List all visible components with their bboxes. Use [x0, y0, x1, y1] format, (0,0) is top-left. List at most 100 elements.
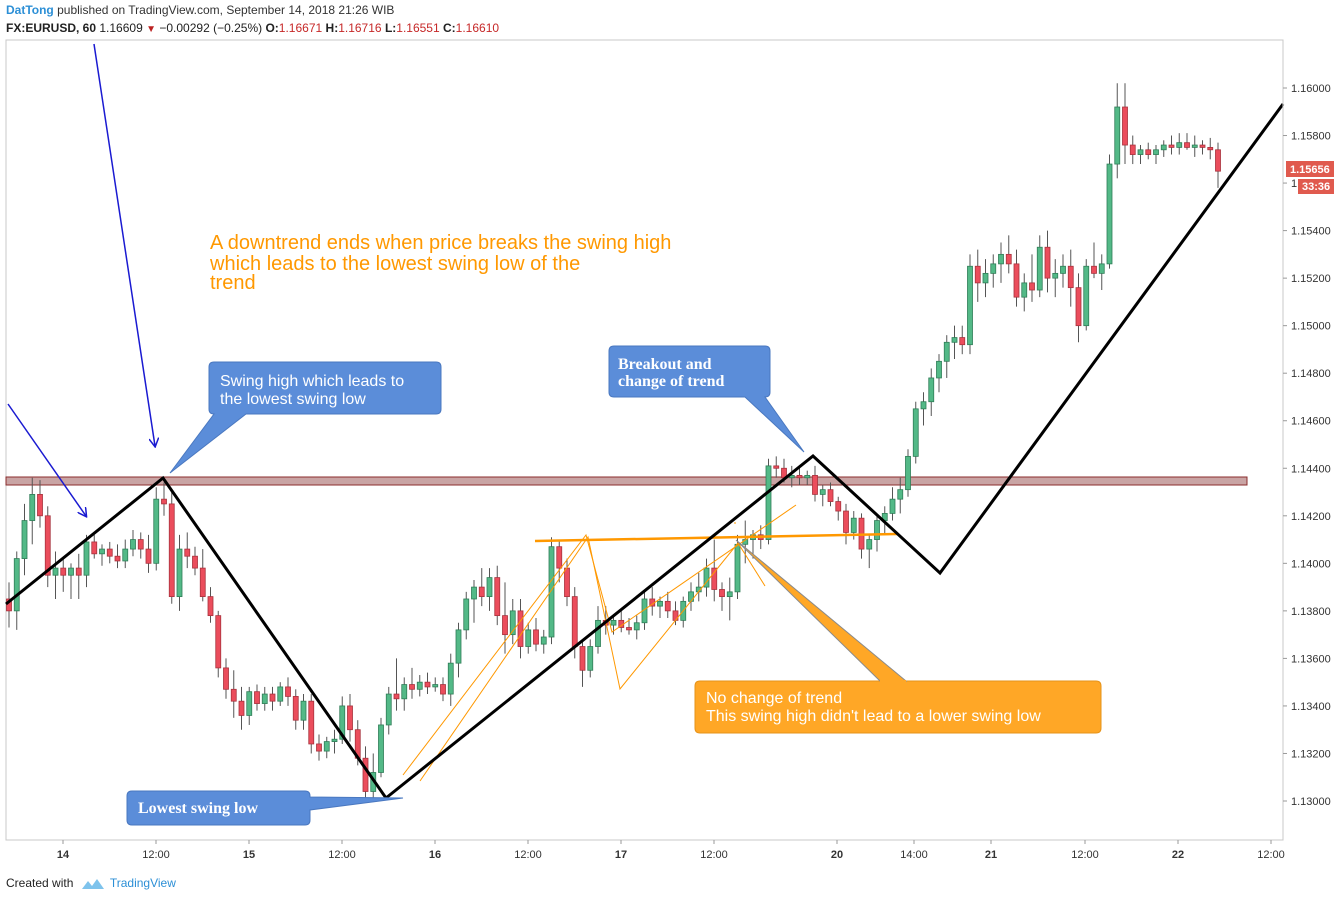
candle[interactable] — [1168, 135, 1175, 155]
candle[interactable] — [843, 503, 849, 545]
candle[interactable] — [1091, 242, 1097, 279]
candle[interactable] — [517, 598, 524, 659]
candle[interactable] — [215, 610, 222, 678]
candle[interactable] — [1176, 133, 1183, 155]
tradingview-link[interactable]: TradingView — [109, 876, 176, 890]
candle[interactable] — [936, 354, 942, 393]
candle[interactable] — [556, 539, 563, 583]
candle[interactable] — [1191, 135, 1198, 157]
candle[interactable] — [579, 639, 586, 687]
orange-support-line[interactable] — [534, 532, 899, 543]
candle[interactable] — [463, 591, 470, 640]
candle[interactable] — [889, 487, 896, 521]
candle[interactable] — [378, 717, 384, 778]
candle[interactable] — [478, 568, 485, 607]
candle[interactable] — [703, 558, 710, 597]
candle[interactable] — [323, 736, 330, 759]
time-axis[interactable]: 14 12:00 15 12:00 16 12:00 17 12:00 20 14:00 21 12:… — [6, 839, 1285, 861]
candle[interactable] — [998, 242, 1004, 283]
candle[interactable] — [773, 456, 780, 478]
candle[interactable] — [765, 458, 772, 545]
candle[interactable] — [819, 484, 826, 507]
candle[interactable] — [192, 546, 198, 576]
candle[interactable] — [796, 468, 803, 485]
candle[interactable] — [1044, 230, 1051, 293]
candle[interactable] — [494, 565, 501, 626]
candle[interactable] — [168, 492, 175, 604]
candle[interactable] — [83, 534, 90, 588]
candle[interactable] — [99, 544, 105, 566]
candle[interactable] — [44, 506, 51, 588]
candle[interactable] — [1145, 142, 1152, 160]
candle[interactable] — [331, 729, 338, 754]
candle[interactable] — [261, 686, 268, 711]
candle[interactable] — [905, 449, 911, 497]
downtrend-note[interactable]: A downtrend ends when price breaks the s… — [209, 232, 671, 294]
candle[interactable] — [657, 596, 663, 618]
candle[interactable] — [951, 325, 958, 359]
candle[interactable] — [1106, 154, 1113, 269]
candle[interactable] — [137, 532, 144, 559]
candle[interactable] — [432, 677, 439, 692]
candle[interactable] — [835, 496, 842, 521]
candle[interactable] — [486, 568, 493, 611]
candle[interactable] — [540, 629, 547, 654]
candle[interactable] — [827, 482, 834, 507]
candle[interactable] — [362, 746, 369, 801]
candle[interactable] — [161, 482, 167, 516]
candle[interactable] — [866, 534, 873, 569]
candle[interactable] — [416, 675, 423, 697]
orange-zigzag-upper[interactable] — [402, 504, 797, 776]
candle[interactable] — [471, 579, 477, 623]
candle[interactable] — [1060, 254, 1066, 288]
candle[interactable] — [1029, 254, 1035, 302]
orange-zigzag-lower[interactable] — [419, 535, 766, 782]
candle[interactable] — [1215, 142, 1221, 188]
candle[interactable] — [238, 686, 245, 730]
candle[interactable] — [347, 694, 353, 742]
candle[interactable] — [525, 622, 532, 654]
candle[interactable] — [176, 534, 183, 611]
candle[interactable] — [75, 553, 82, 599]
candle[interactable] — [1021, 273, 1028, 312]
candle[interactable] — [300, 694, 307, 730]
candle[interactable] — [1160, 140, 1167, 157]
candle[interactable] — [1067, 249, 1074, 307]
candle[interactable] — [308, 694, 315, 754]
candle[interactable] — [6, 582, 12, 628]
candle[interactable] — [91, 534, 98, 559]
candle[interactable] — [447, 653, 454, 706]
candle[interactable] — [1207, 137, 1214, 160]
candle[interactable] — [184, 532, 191, 569]
breakout-callout[interactable]: Breakout and change of trend — [608, 345, 805, 453]
candle[interactable] — [13, 551, 20, 630]
candle[interactable] — [982, 259, 989, 298]
candle[interactable] — [990, 254, 997, 288]
candle[interactable] — [812, 465, 818, 502]
blue-arrow-short[interactable] — [7, 403, 86, 516]
candle[interactable] — [726, 577, 733, 621]
candle[interactable] — [409, 667, 415, 699]
candle[interactable] — [1075, 273, 1082, 343]
swing-high-callout[interactable]: Swing high which leads to the lowest swi… — [169, 361, 442, 474]
candle[interactable] — [719, 582, 725, 611]
candle[interactable] — [1114, 83, 1121, 179]
candle[interactable] — [230, 670, 237, 718]
candle[interactable] — [533, 617, 539, 652]
candle[interactable] — [1083, 259, 1090, 331]
candle[interactable] — [60, 558, 67, 592]
candle[interactable] — [106, 541, 113, 564]
candle[interactable] — [223, 658, 229, 699]
candle[interactable] — [974, 249, 981, 302]
candle[interactable] — [114, 544, 121, 569]
candle[interactable] — [664, 591, 671, 618]
candle[interactable] — [385, 686, 392, 735]
candle[interactable] — [928, 368, 935, 416]
candle[interactable] — [943, 335, 950, 378]
candle[interactable] — [29, 477, 36, 545]
candle[interactable] — [1137, 145, 1144, 165]
no-change-callout[interactable]: No change of trend This swing high didn'… — [694, 539, 1102, 734]
resistance-zone[interactable] — [5, 476, 1248, 486]
candle[interactable] — [130, 530, 136, 557]
